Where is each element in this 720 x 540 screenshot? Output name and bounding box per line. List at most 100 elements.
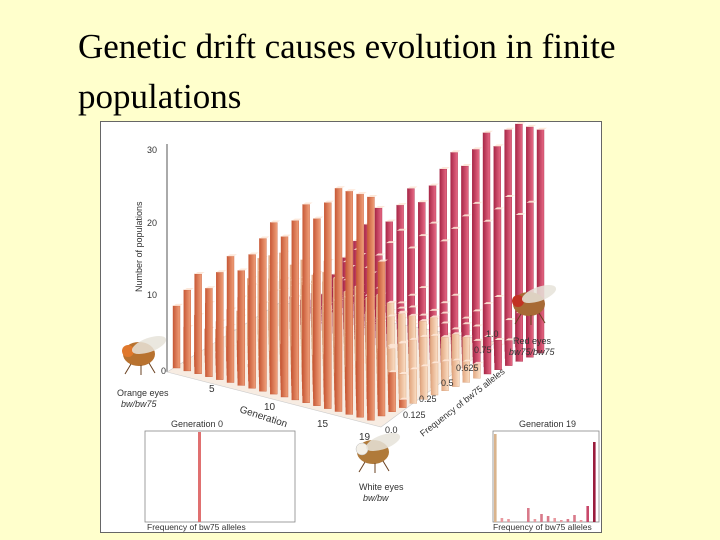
bar-3d-top: [356, 192, 367, 195]
bar-3d-top: [430, 315, 441, 318]
bar-3d: [183, 289, 192, 372]
bar-3d-top: [409, 337, 420, 340]
bar-3d-top: [388, 370, 399, 373]
bar-3d-top: [451, 327, 462, 330]
bar-3d-top: [291, 218, 302, 221]
bar-3d-top: [385, 219, 396, 222]
bar-3d: [398, 373, 407, 401]
bar-3d-top: [399, 372, 409, 375]
bar-3d-top: [429, 183, 439, 186]
gen19-bar: [586, 506, 589, 522]
bar-3d: [280, 236, 289, 398]
bar-3d-top: [397, 301, 407, 304]
bar-3d-top: [515, 212, 526, 215]
generation-tick: 19: [359, 432, 371, 443]
bar-3d: [483, 336, 492, 375]
slide-title: Genetic drift causes evolution in finite…: [78, 27, 616, 116]
bar-3d-top: [537, 127, 547, 130]
gen19-plot-frame: [492, 430, 600, 523]
bar-3d-top: [472, 309, 483, 312]
bar-3d-top: [484, 334, 494, 337]
bar-3d-top: [440, 239, 450, 242]
gen19-bar: [553, 518, 556, 522]
gen19-title: Generation 19: [519, 419, 576, 429]
bar-3d: [259, 238, 267, 392]
bar-3d: [377, 261, 386, 417]
bar-3d-top: [440, 301, 451, 304]
bar-3d-top: [281, 234, 291, 237]
bar-3d-top: [472, 201, 483, 204]
bar-3d-top: [441, 359, 452, 362]
bar-3d: [526, 202, 534, 358]
bar-3d-top: [398, 311, 409, 314]
bar-3d-top: [452, 332, 462, 335]
gen19-bar: [507, 519, 510, 522]
bars-group: [172, 122, 547, 421]
bar-3d-top: [441, 335, 452, 338]
gen0-title: Generation 0: [171, 419, 223, 429]
red-eyes-fly: [512, 284, 557, 325]
bar-3d-top: [418, 234, 429, 237]
gen0-bar: [198, 432, 201, 522]
bar-3d: [430, 363, 439, 396]
bar-3d-top: [407, 246, 418, 249]
bar-3d-top: [473, 338, 484, 341]
bar-3d-top: [461, 163, 472, 166]
bar-3d-top: [483, 219, 494, 222]
bar-3d-top: [397, 306, 408, 309]
bar-3d-top: [472, 324, 483, 327]
bar-3d-top: [205, 286, 216, 289]
bar-3d: [291, 220, 300, 401]
frequency-tick: 0.5: [441, 378, 454, 388]
bar-3d-top: [440, 311, 451, 314]
bar-3d-top: [345, 189, 356, 192]
gen19-bar: [546, 516, 550, 522]
bar-3d-top: [526, 200, 537, 203]
bar-3d-top: [430, 333, 441, 336]
gen19-bars: [494, 434, 596, 522]
gen19-bar: [579, 520, 583, 522]
bar-3d-top: [216, 270, 227, 273]
gen19-bar: [540, 514, 543, 522]
bar-3d: [248, 254, 256, 389]
bar-3d: [356, 193, 364, 418]
bar-3d-top: [494, 338, 505, 341]
bar-3d: [345, 190, 354, 415]
gen19-bar: [494, 434, 497, 522]
bar-3d: [323, 202, 332, 409]
bar-3d-top: [462, 322, 473, 325]
frequency-tick: 0.25: [419, 394, 437, 404]
bar-3d-top: [378, 259, 388, 262]
bar-3d-top: [505, 318, 515, 321]
bar-3d-top: [398, 341, 409, 344]
bar-3d-top: [439, 167, 450, 170]
bar-3d: [237, 270, 246, 386]
bar-3d-top: [526, 124, 537, 127]
bar-3d-top: [409, 367, 420, 370]
frequency-tick: 0.625: [456, 363, 479, 373]
bar-3d-top: [504, 127, 515, 130]
bar-3d: [302, 204, 310, 403]
y-tick: 10: [147, 290, 157, 300]
bar-3d: [494, 339, 502, 371]
bar-3d-top: [452, 358, 463, 361]
bar-3d-top: [473, 361, 484, 364]
white-eyes-genotype: bw/bw: [363, 493, 389, 503]
bar-3d-top: [387, 314, 398, 317]
orange-eyes-label: Orange eyes: [117, 388, 169, 398]
bar-3d-top: [388, 346, 398, 349]
gen19-bar: [527, 508, 530, 522]
bar-3d-top: [431, 361, 441, 364]
bar-3d-top: [367, 195, 378, 197]
bar-3d-top: [483, 302, 494, 305]
bar-3d-top: [494, 207, 504, 210]
bar-3d-top: [462, 359, 473, 362]
bar-3d-top: [313, 216, 324, 219]
gen19-xlabel: Frequency of bw75 alleles: [493, 522, 592, 532]
bar-3d-top: [407, 293, 418, 296]
bar-3d-top: [418, 286, 429, 289]
bar-3d: [194, 273, 202, 374]
white-eyes-fly: [355, 432, 401, 473]
bar-3d-top: [461, 214, 472, 217]
bar-3d: [205, 288, 213, 377]
